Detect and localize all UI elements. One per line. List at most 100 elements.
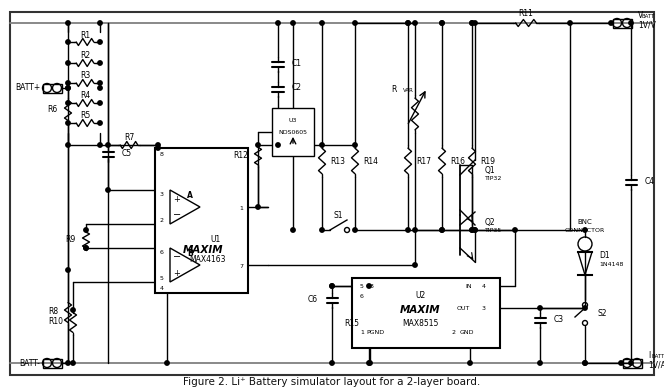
Circle shape	[440, 21, 444, 25]
Text: MAX8515: MAX8515	[402, 319, 438, 329]
Text: VAR: VAR	[403, 88, 414, 92]
Text: R7: R7	[124, 132, 134, 142]
Text: Q2: Q2	[485, 218, 495, 227]
Text: R2: R2	[80, 52, 90, 61]
Text: V: V	[638, 10, 643, 19]
Text: 6: 6	[160, 249, 164, 255]
Circle shape	[276, 143, 280, 147]
Text: 1V/V: 1V/V	[638, 21, 656, 29]
Circle shape	[353, 143, 357, 147]
Circle shape	[406, 228, 410, 232]
Circle shape	[291, 228, 295, 232]
Text: OUT: OUT	[457, 305, 470, 310]
Circle shape	[413, 263, 417, 267]
Text: 1V/A: 1V/A	[648, 360, 664, 369]
Circle shape	[470, 21, 474, 25]
Circle shape	[330, 284, 334, 288]
Circle shape	[470, 228, 474, 232]
Circle shape	[156, 143, 160, 147]
Text: S1: S1	[333, 211, 343, 220]
Circle shape	[368, 361, 373, 365]
Text: +: +	[173, 268, 181, 277]
Circle shape	[165, 361, 169, 365]
Circle shape	[98, 40, 102, 44]
Circle shape	[353, 21, 357, 25]
Text: C6: C6	[308, 296, 318, 305]
Text: GND: GND	[460, 331, 475, 336]
Text: R11: R11	[519, 9, 533, 19]
Text: 5: 5	[160, 275, 164, 281]
Text: BNC: BNC	[578, 219, 592, 225]
Text: Q1: Q1	[485, 166, 495, 175]
Circle shape	[473, 228, 477, 232]
Bar	[623, 359, 641, 367]
Bar	[155, 148, 248, 293]
Circle shape	[330, 361, 334, 365]
Circle shape	[71, 361, 75, 365]
Circle shape	[156, 146, 160, 150]
Circle shape	[66, 81, 70, 85]
Text: R3: R3	[80, 71, 90, 80]
Text: U3: U3	[289, 118, 297, 123]
Circle shape	[84, 228, 88, 232]
Text: BATT+: BATT+	[15, 83, 41, 92]
Text: R8: R8	[48, 308, 58, 317]
Circle shape	[583, 228, 587, 232]
Circle shape	[330, 284, 334, 288]
Text: 7: 7	[239, 265, 243, 270]
Circle shape	[66, 121, 70, 125]
Text: 5: 5	[360, 284, 364, 289]
Circle shape	[256, 205, 260, 209]
Text: MAXIM: MAXIM	[400, 305, 440, 315]
Text: R1: R1	[80, 31, 90, 40]
Text: R6: R6	[48, 106, 58, 114]
Circle shape	[320, 228, 324, 232]
Circle shape	[66, 40, 70, 44]
Circle shape	[470, 21, 474, 25]
Text: 2: 2	[452, 331, 456, 336]
Text: +: +	[173, 194, 181, 203]
Circle shape	[468, 361, 472, 365]
Circle shape	[71, 308, 75, 312]
Text: B: B	[187, 248, 193, 258]
Text: MAXIM: MAXIM	[183, 245, 223, 255]
Circle shape	[440, 228, 444, 232]
Circle shape	[440, 228, 444, 232]
Text: I: I	[648, 350, 650, 360]
Circle shape	[66, 143, 70, 147]
Text: BATT: BATT	[652, 353, 664, 359]
Text: 1: 1	[239, 206, 243, 211]
Text: NDS0605: NDS0605	[278, 130, 307, 135]
Circle shape	[98, 81, 102, 85]
Text: Figure 2. Li⁺ Battery simulator layout for a 2-layer board.: Figure 2. Li⁺ Battery simulator layout f…	[183, 377, 481, 387]
Text: 3: 3	[482, 305, 486, 310]
Circle shape	[98, 101, 102, 105]
Bar	[42, 83, 62, 92]
Circle shape	[440, 21, 444, 25]
Text: R14: R14	[363, 156, 378, 166]
Circle shape	[568, 21, 572, 25]
Circle shape	[538, 361, 542, 365]
Circle shape	[629, 21, 633, 25]
Circle shape	[473, 228, 477, 232]
Circle shape	[84, 246, 88, 250]
Circle shape	[367, 361, 371, 365]
Text: D1: D1	[599, 251, 610, 260]
Text: R13: R13	[330, 156, 345, 166]
Bar	[42, 359, 62, 367]
Circle shape	[406, 21, 410, 25]
Circle shape	[619, 361, 623, 365]
Circle shape	[291, 21, 295, 25]
Circle shape	[367, 284, 371, 288]
Circle shape	[66, 21, 70, 25]
Bar	[352, 278, 500, 348]
Text: C1: C1	[292, 59, 302, 68]
Text: 3: 3	[160, 192, 164, 196]
Text: R17: R17	[416, 156, 431, 166]
Text: U2: U2	[415, 291, 425, 300]
Circle shape	[98, 61, 102, 65]
Circle shape	[66, 61, 70, 65]
Circle shape	[98, 86, 102, 90]
Text: 4: 4	[160, 286, 164, 291]
Bar	[612, 19, 631, 28]
